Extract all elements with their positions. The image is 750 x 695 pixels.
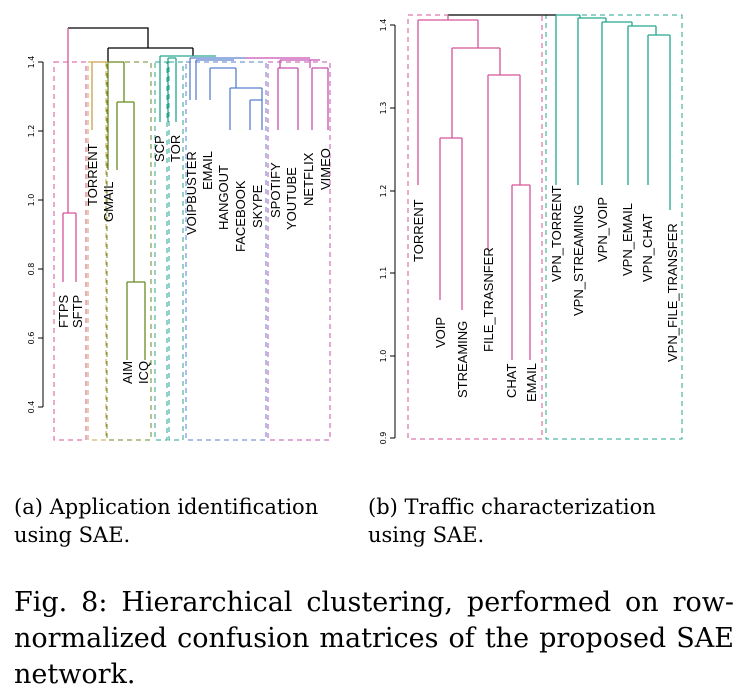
cluster-box — [407, 14, 543, 440]
cluster-box — [154, 61, 168, 441]
panel-a-caption: (a) Application identification using SAE… — [14, 495, 319, 547]
panel-b-leaf-label: EMAIL — [524, 363, 539, 402]
cluster-box — [185, 61, 267, 441]
panel-a-leaf-label: ICQ — [136, 361, 151, 384]
panel-b-leaf-label: VPN_VOIP — [595, 197, 610, 262]
panel-b-tick-label: 1.2 — [379, 185, 388, 198]
panel-b-leaf-label: VPN_FILE_TRANSFER — [665, 223, 680, 362]
panel-a-leaf-label: YOUTUBE — [284, 167, 299, 230]
panel-a-cluster-boxes — [53, 61, 331, 441]
panel-a-tick-label: 0.6 — [27, 332, 36, 345]
panel-a-leaf-label: TOR — [168, 135, 183, 162]
panel-a-leaf-label: TORRENT — [85, 143, 100, 206]
cluster-box — [545, 14, 683, 440]
panel-b-tick-label: 0.9 — [379, 432, 388, 445]
panel-a-tick-label: 1.0 — [27, 194, 36, 207]
panel-a-tick-label: 0.4 — [27, 401, 36, 414]
panel-b-dendrogram: 0.9 1.0 1.1 1.2 1.3 1.4 TORRENT VOIP STR… — [379, 14, 683, 445]
panel-a-leaf-label: VIMEO — [318, 148, 333, 190]
cluster-box — [168, 61, 184, 441]
panel-b-leaf-label: STREAMING — [455, 321, 470, 398]
panel-a-y-axis — [38, 61, 44, 408]
panel-a-leaf-label: FTPS — [56, 294, 71, 328]
panel-a-leaf-label: VOIPBUSTER — [184, 151, 199, 235]
panel-a-tick-label: 1.2 — [27, 125, 36, 138]
panel-b-leaf-label: VPN_TORRENT — [549, 185, 564, 282]
panel-a-leaf-label: SKYPE — [250, 184, 265, 228]
panel-b-y-axis — [390, 24, 396, 439]
figure-caption: Fig. 8: Hierarchical clustering, perform… — [14, 587, 734, 690]
panel-b-tick-label: 1.4 — [379, 19, 388, 32]
cluster-box — [53, 61, 87, 441]
panel-b-tick-label: 1.0 — [379, 350, 388, 363]
panel-a-leaf-label: FACEBOOK — [233, 180, 248, 252]
panel-b-branches — [417, 14, 671, 360]
panel-b-tick-label: 1.1 — [379, 267, 388, 280]
panel-b-leaf-label: FILE_TRASNFER — [481, 247, 496, 352]
panel-a-leaf-label: NETFLIX — [301, 152, 316, 206]
panel-b-caption: (b) Traffic characterization using SAE. — [368, 495, 656, 547]
panel-a-leaf-label: SCP — [152, 135, 167, 162]
panel-b-leaf-label: VPN_CHAT — [640, 214, 655, 282]
panel-a-tick-label: 1.4 — [27, 56, 36, 69]
panel-a-leaf-label: SFTP — [70, 295, 85, 328]
panel-b-leaf-label: VPN_EMAIL — [620, 203, 635, 276]
panel-a-leaf-label: HANGOUT — [216, 165, 231, 230]
panel-b-leaf-label: VOIP — [433, 317, 448, 348]
panel-b-leaf-label: TORRENT — [411, 199, 426, 262]
panel-a-leaf-label: EMAIL — [200, 151, 215, 190]
panel-a-leaf-label: GMAIL — [101, 182, 116, 222]
panel-b-leaf-label: VPN_STREAMING — [571, 205, 586, 316]
panel-b-leaf-label: CHAT — [504, 364, 519, 398]
panel-a-leaf-label: AIM — [120, 361, 135, 384]
panel-a-tick-label: 0.8 — [27, 263, 36, 276]
panel-b-tick-label: 1.3 — [379, 102, 388, 115]
cluster-box — [87, 61, 107, 441]
panel-a-leaf-label: SPOTIFY — [268, 162, 283, 218]
cluster-box — [267, 61, 331, 441]
cluster-box — [106, 61, 152, 441]
panel-a-branches — [62, 27, 329, 360]
panel-a-dendrogram: 0.4 0.6 0.8 1.0 1.2 1.4 FTPS SFTP — [27, 27, 333, 441]
